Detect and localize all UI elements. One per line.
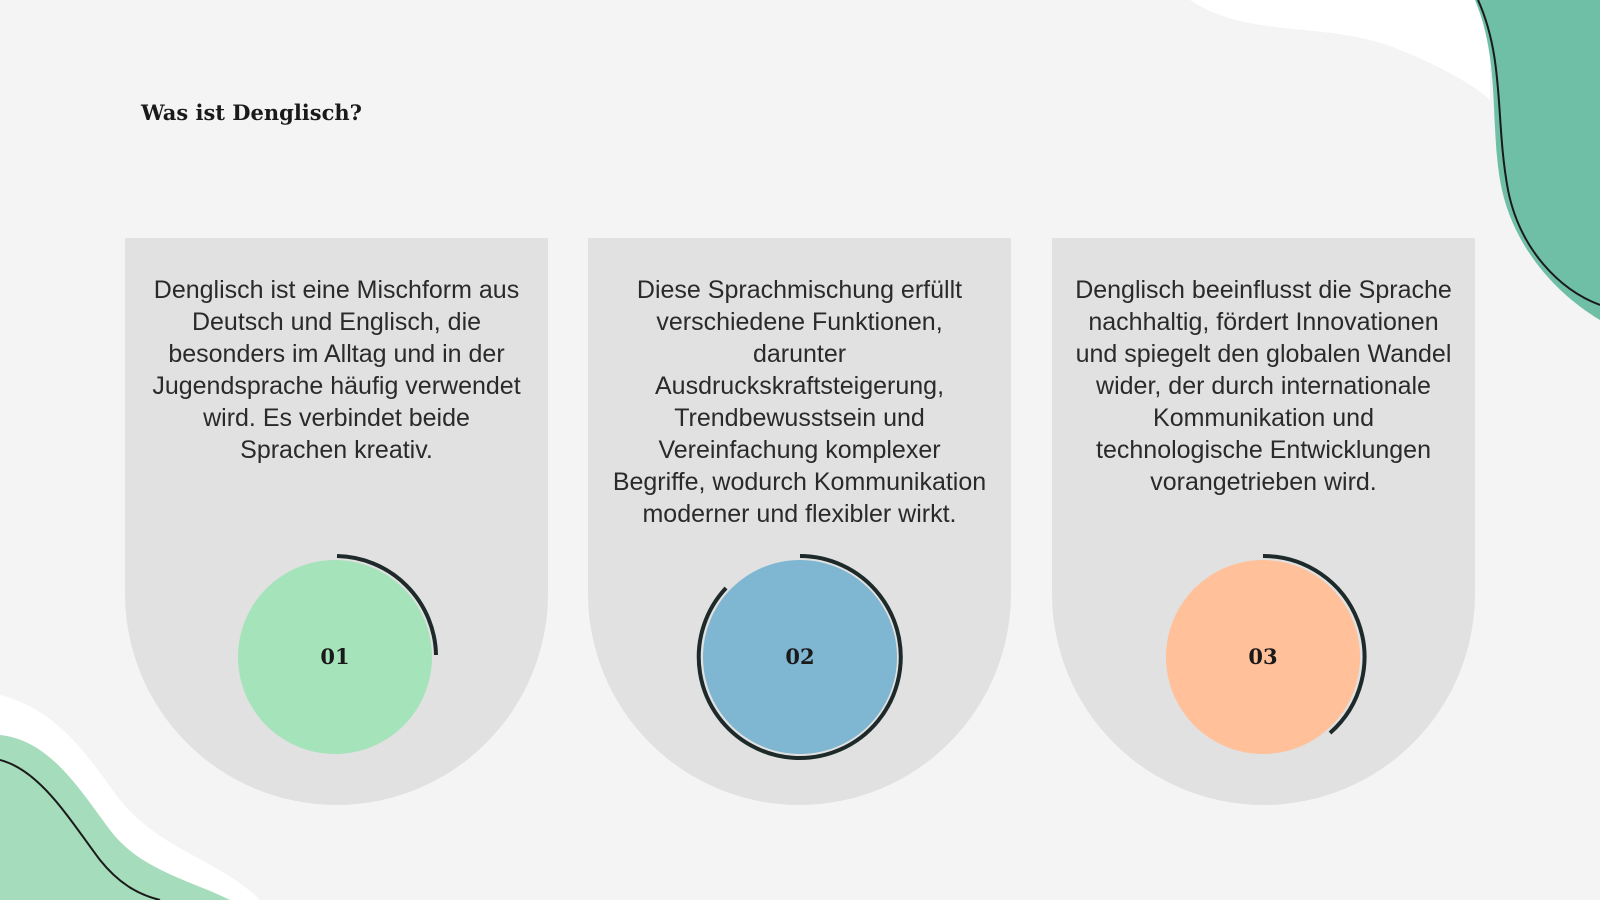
arc [696, 554, 903, 760]
slide-title: Was ist Denglisch? [141, 100, 362, 125]
card-text: Denglisch ist eine Mischform aus Deutsch… [152, 276, 521, 464]
card-number: 02 [785, 644, 815, 669]
arc [336, 554, 438, 656]
card-text: Diese Sprachmischung erfüllt verschieden… [612, 276, 987, 528]
card-number: 01 [320, 644, 350, 669]
circle [238, 560, 432, 754]
card-number: 03 [1248, 644, 1278, 669]
arc [1262, 553, 1367, 735]
circle [1166, 560, 1360, 754]
circle [703, 560, 897, 754]
card-text: Denglisch beeinflusst die Sprache nachha… [1075, 276, 1452, 496]
